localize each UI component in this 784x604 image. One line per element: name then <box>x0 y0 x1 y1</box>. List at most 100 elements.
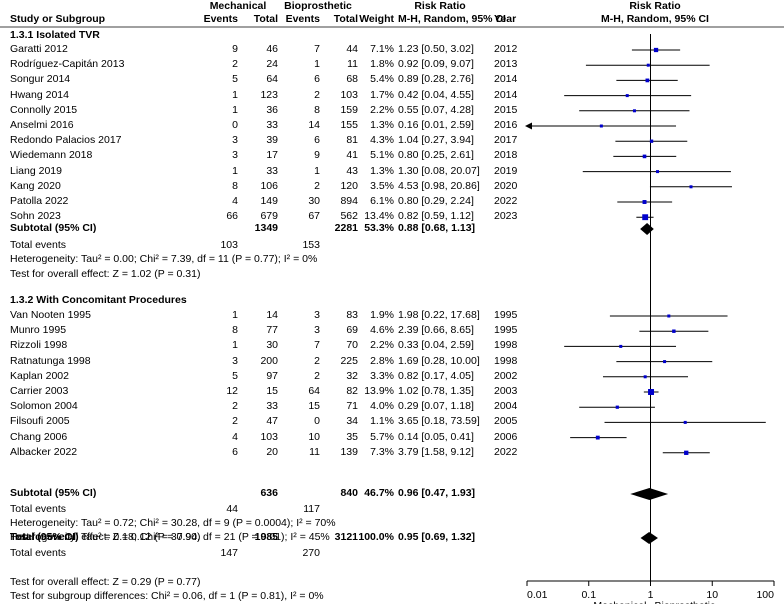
total2-cell: 81 <box>346 134 358 147</box>
ci-cell: 0.29 [0.07, 1.18] <box>398 400 474 413</box>
events1-cell: 1 <box>232 88 238 101</box>
study-square <box>625 94 629 98</box>
year-cell: 2006 <box>494 430 518 443</box>
study-square <box>643 375 647 379</box>
events1-cell: 12 <box>226 385 238 397</box>
study-name: Hwang 2014 <box>10 88 69 101</box>
total1-cell: 15 <box>266 385 278 397</box>
weight-cell: 1.3% <box>370 164 394 177</box>
ci-cell: 4.53 [0.98, 20.86] <box>398 179 480 192</box>
weight-cell: 13.4% <box>364 210 394 223</box>
total2-cell: 82 <box>346 385 358 397</box>
study-name: Kaplan 2002 <box>10 369 69 382</box>
total2-cell: 225 <box>340 354 358 367</box>
year-cell: 2012 <box>494 43 518 55</box>
total1-cell: 33 <box>266 400 278 413</box>
study-square <box>683 420 687 424</box>
events2-cell: 10 <box>308 430 320 443</box>
study-square <box>656 170 660 174</box>
heterogeneity-text: Heterogeneity: Tau² = 0.72; Chi² = 30.28… <box>10 517 336 529</box>
year-cell: 2023 <box>494 210 518 223</box>
year-cell: 2005 <box>494 415 518 428</box>
total1-cell: 46 <box>266 43 278 55</box>
events2-cell: 11 <box>309 445 320 458</box>
total-events-1: 147 <box>220 547 238 559</box>
total1-col-header: Total <box>253 13 278 25</box>
study-col-header: Study or Subgroup <box>10 13 106 25</box>
year-col-header: Year <box>494 13 517 25</box>
events1-cell: 8 <box>232 179 238 192</box>
ci-cell: 0.33 [0.04, 2.59] <box>398 339 474 352</box>
total1-cell: 679 <box>260 210 278 223</box>
total1-cell: 149 <box>260 195 278 207</box>
weight-col-header: Weight <box>359 13 394 25</box>
total2-cell: 2281 <box>334 222 358 234</box>
study-square <box>599 124 603 128</box>
study-name: Songur 2014 <box>10 73 71 86</box>
total2-cell: 120 <box>340 179 358 192</box>
events2-cell: 2 <box>314 354 320 367</box>
total2-cell: 35 <box>346 430 358 443</box>
year-cell: 2015 <box>494 103 518 116</box>
ci-cell: 0.55 [0.07, 4.28] <box>398 103 474 116</box>
total1-cell: 24 <box>266 58 278 71</box>
events1-cell: 5 <box>232 73 238 86</box>
events1-cell: 3 <box>232 134 238 147</box>
events2-cell: 30 <box>308 195 320 207</box>
total2-cell: 159 <box>340 103 358 116</box>
x-tick-label: 0.01 <box>527 589 548 601</box>
total1-cell: 1985 <box>254 531 278 543</box>
events2-cell: 15 <box>308 400 320 413</box>
subgroup-title: 1.3.2 With Concomitant Procedures <box>10 294 187 306</box>
overall-effect-text: Test for overall effect: Z = 0.29 (P = 0… <box>10 576 201 588</box>
events2-cell: 7 <box>314 43 320 55</box>
risk-ratio-plot-title: Risk Ratio <box>629 0 681 12</box>
weight-cell: 4.0% <box>370 400 394 413</box>
year-cell: 2020 <box>494 179 518 192</box>
events1-col-header: Events <box>203 13 238 25</box>
events2-cell: 2 <box>314 179 320 192</box>
events2-cell: 9 <box>314 149 320 162</box>
weight-cell: 1.9% <box>370 309 394 321</box>
events1-cell: 2 <box>232 58 238 71</box>
weight-cell: 2.2% <box>370 103 394 116</box>
year-cell: 2014 <box>494 73 518 86</box>
events2-cell: 6 <box>314 73 320 86</box>
events1-cell: 0 <box>232 119 238 131</box>
weight-cell: 1.7% <box>370 88 394 101</box>
weight-cell: 6.1% <box>370 195 394 207</box>
ci-cell: 0.96 [0.47, 1.93] <box>398 487 476 499</box>
year-cell: 2013 <box>494 58 518 71</box>
year-cell: 2004 <box>494 400 518 413</box>
total2-cell: 34 <box>346 415 358 428</box>
total1-cell: 36 <box>266 103 278 116</box>
favours-right-label: Bioprosthetic <box>655 600 716 604</box>
study-square <box>667 314 671 318</box>
year-cell: 1995 <box>494 309 518 321</box>
total2-cell: 139 <box>340 445 358 458</box>
study-square <box>684 450 689 455</box>
total-events-2: 153 <box>302 239 320 251</box>
ci-cell: 0.88 [0.68, 1.13] <box>398 222 476 234</box>
total1-cell: 14 <box>266 309 278 321</box>
total-events-1: 44 <box>226 503 238 515</box>
events2-cell: 2 <box>314 369 320 382</box>
ci-cell: 1.69 [0.28, 10.00] <box>398 354 480 367</box>
study-square <box>648 389 655 395</box>
events2-cell: 0 <box>314 415 320 428</box>
events1-cell: 1 <box>232 309 238 321</box>
ci-cell: 0.80 [0.29, 2.24] <box>398 195 474 207</box>
study-square <box>615 405 619 409</box>
events2-cell: 67 <box>308 210 320 223</box>
year-cell: 2018 <box>494 149 518 162</box>
study-name: Wiedemann 2018 <box>10 149 93 162</box>
ci-cell: 1.02 [0.78, 1.35] <box>398 385 474 397</box>
weight-cell: 3.3% <box>370 369 394 382</box>
ci-cell: 0.16 [0.01, 2.59] <box>398 119 474 131</box>
ci-cell: 0.95 [0.69, 1.32] <box>398 531 476 543</box>
study-name: Ratnatunga 1998 <box>10 354 91 367</box>
total1-cell: 64 <box>266 73 278 86</box>
total2-cell: 32 <box>346 369 358 382</box>
total2-cell: 83 <box>346 309 358 321</box>
study-name: Redondo Palacios 2017 <box>10 134 122 147</box>
